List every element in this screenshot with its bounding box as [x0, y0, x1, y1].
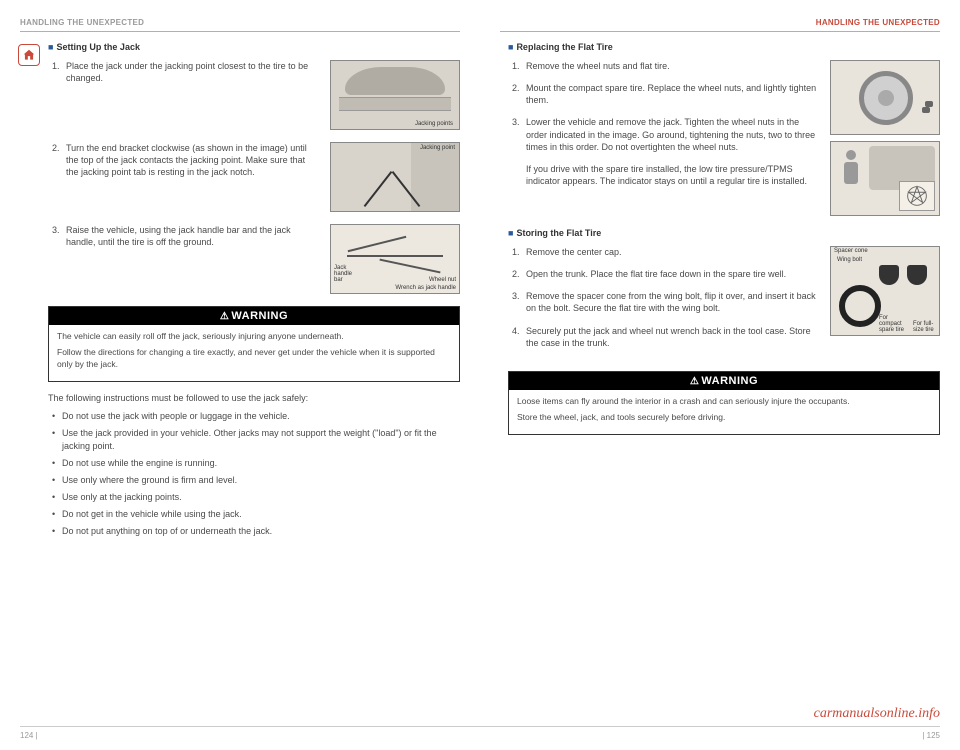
illus-spacer-cone: Spacer cone Wing bolt For compact spare …: [830, 246, 940, 336]
s-step-4: 4.Securely put the jack and wheel nut wr…: [512, 325, 820, 349]
label-jack-handle-bar: Jack handle bar: [334, 265, 360, 283]
bullet: Use only where the ground is firm and le…: [52, 474, 460, 486]
section-title-text: Replacing the Flat Tire: [516, 42, 612, 52]
illus-jacking-points: Jacking points: [330, 60, 460, 130]
warning-p1: Loose items can fly around the interior …: [517, 396, 931, 408]
r-step-1: 1.Remove the wheel nuts and flat tire.: [512, 60, 820, 72]
step-2: 2.Turn the end bracket clockwise (as sho…: [52, 142, 320, 178]
bullet: Do not get in the vehicle while using th…: [52, 508, 460, 520]
step-3: 3.Raise the vehicle, using the jack hand…: [52, 224, 320, 248]
warning-head: WARNING: [701, 375, 758, 387]
page-spread: HANDLING THE UNEXPECTED ■Setting Up the …: [0, 0, 960, 700]
warning-box-store: ⚠WARNING Loose items can fly around the …: [508, 371, 940, 435]
left-page: HANDLING THE UNEXPECTED ■Setting Up the …: [20, 18, 460, 700]
label-wheel-nut: Wheel nut: [429, 277, 456, 283]
bullet: Use only at the jacking points.: [52, 491, 460, 503]
warning-p2: Follow the directions for changing a tir…: [57, 347, 451, 371]
label-full: For full-size tire: [913, 321, 937, 333]
bullet: Do not use the jack with people or lugga…: [52, 410, 460, 422]
label-wrench-handle: Wrench as jack handle: [395, 285, 456, 291]
page-num-left: 124 |: [20, 731, 38, 740]
warning-head: WARNING: [231, 310, 288, 322]
bullet: Do not put anything on top of or underne…: [52, 525, 460, 537]
intro-line: The following instructions must be follo…: [48, 392, 460, 405]
step-1: 1.Place the jack under the jacking point…: [52, 60, 320, 84]
bullet: Do not use while the engine is running.: [52, 457, 460, 469]
bullet: Use the jack provided in your vehicle. O…: [52, 427, 460, 451]
illus-jack-handle: Jack handle bar Wheel nut Wrench as jack…: [330, 224, 460, 294]
label-jacking-points: Jacking points: [415, 121, 453, 127]
section-title-text: Storing the Flat Tire: [516, 228, 601, 238]
watermark: carmanualsonline.info: [814, 706, 940, 722]
illus-jack-contact: Jacking point: [330, 142, 460, 212]
header-right: HANDLING THE UNEXPECTED: [500, 18, 940, 32]
s-step-3: 3.Remove the spacer cone from the wing b…: [512, 290, 820, 314]
warning-p2: Store the wheel, jack, and tools securel…: [517, 412, 931, 424]
right-page: HANDLING THE UNEXPECTED ■Replacing the F…: [500, 18, 940, 700]
section-title-store: ■Storing the Flat Tire: [508, 228, 940, 238]
illus-wheel-nuts: [830, 60, 940, 135]
warning-p1: The vehicle can easily roll off the jack…: [57, 331, 451, 343]
safety-bullets: Do not use the jack with people or lugga…: [48, 410, 460, 537]
s-step-2: 2.Open the trunk. Place the flat tire fa…: [512, 268, 820, 280]
header-left: HANDLING THE UNEXPECTED: [20, 18, 460, 32]
r-step-2: 2.Mount the compact spare tire. Replace …: [512, 82, 820, 106]
section-title-jack: ■Setting Up the Jack: [48, 42, 460, 52]
r-step-3: 3.Lower the vehicle and remove the jack.…: [512, 116, 820, 152]
section-title-text: Setting Up the Jack: [56, 42, 140, 52]
label-compact: For compact spare tire: [879, 315, 907, 333]
page-num-right: | 125: [922, 731, 940, 740]
tpms-note: If you drive with the spare tire install…: [526, 163, 820, 187]
s-step-1: 1.Remove the center cap.: [512, 246, 820, 258]
section-title-replace: ■Replacing the Flat Tire: [508, 42, 940, 52]
label-jacking-point: Jacking point: [420, 145, 455, 151]
illus-tighten-order: [830, 141, 940, 216]
footer: 124 | | 125: [20, 726, 940, 740]
warning-box-jack: ⚠WARNING The vehicle can easily roll off…: [48, 306, 460, 382]
